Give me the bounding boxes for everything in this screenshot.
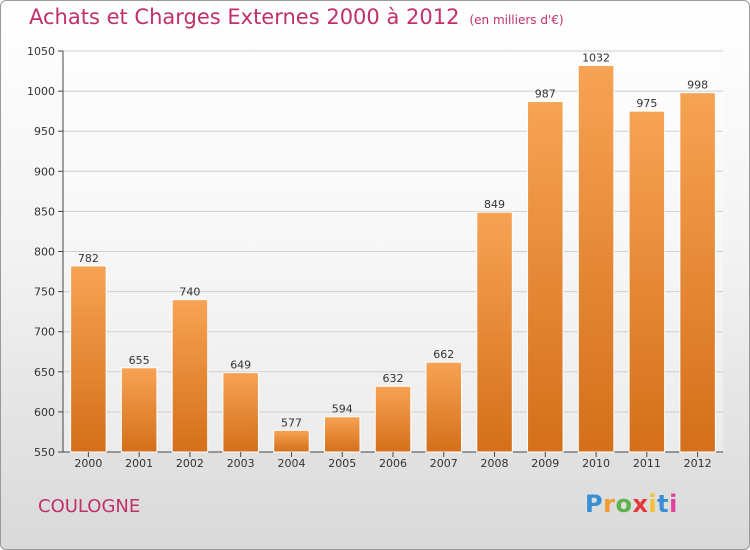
- bar: [476, 211, 513, 453]
- x-tick-label: 2005: [328, 457, 356, 470]
- data-label: 662: [433, 348, 454, 361]
- chart-title-main: Achats et Charges Externes 2000 à 2012: [29, 5, 460, 29]
- x-tick-label: 2009: [531, 457, 559, 470]
- chart-title: Achats et Charges Externes 2000 à 2012 (e…: [29, 5, 564, 29]
- bar: [577, 64, 615, 453]
- x-tick-label: 2011: [633, 457, 661, 470]
- x-tick-label: 2003: [227, 457, 255, 470]
- data-label: 649: [230, 359, 251, 372]
- data-label: 849: [484, 198, 505, 211]
- bar: [70, 265, 107, 453]
- y-tick-label: 950: [34, 125, 55, 138]
- y-tick-label: 1050: [27, 45, 55, 58]
- bar: [273, 429, 310, 453]
- data-label: 782: [78, 252, 99, 265]
- y-tick-label: 800: [34, 246, 55, 259]
- y-tick-label: 850: [34, 205, 55, 218]
- bar: [323, 416, 361, 453]
- x-tick-label: 2010: [582, 457, 610, 470]
- y-tick-label: 1000: [27, 85, 55, 98]
- x-tick-label: 2008: [481, 457, 509, 470]
- city-name: COULOGNE: [38, 496, 141, 517]
- bar: [628, 110, 666, 453]
- data-label: 998: [687, 79, 708, 92]
- data-label: 594: [332, 403, 353, 416]
- data-label: 1032: [582, 51, 610, 64]
- y-tick-label: 650: [34, 366, 55, 379]
- x-tick-label: 2002: [176, 457, 204, 470]
- x-tick-label: 2000: [74, 457, 102, 470]
- data-label: 655: [129, 354, 150, 367]
- bar: [120, 367, 158, 453]
- data-label: 632: [383, 372, 404, 385]
- y-tick-label: 700: [34, 326, 55, 339]
- bar: [679, 92, 716, 453]
- y-tick-label: 550: [34, 446, 55, 459]
- chart-title-unit: (en milliers d'€): [469, 13, 564, 27]
- data-label: 987: [535, 88, 556, 101]
- data-label: 577: [281, 416, 302, 429]
- y-tick-label: 600: [34, 406, 55, 419]
- y-tick-label: 750: [34, 286, 55, 299]
- y-tick-label: 900: [34, 165, 55, 178]
- data-label: 740: [179, 286, 200, 299]
- x-tick-label: 2006: [379, 457, 407, 470]
- x-tick-label: 2004: [277, 457, 305, 470]
- x-tick-label: 2012: [684, 457, 712, 470]
- proxiti-logo: Proxiti: [585, 490, 678, 518]
- x-tick-label: 2001: [125, 457, 153, 470]
- bar: [171, 299, 209, 453]
- bar: [425, 361, 463, 453]
- bar: [222, 372, 259, 453]
- bar: [374, 385, 412, 453]
- x-tick-label: 2007: [430, 457, 458, 470]
- data-label: 975: [636, 97, 657, 110]
- bar: [527, 101, 564, 453]
